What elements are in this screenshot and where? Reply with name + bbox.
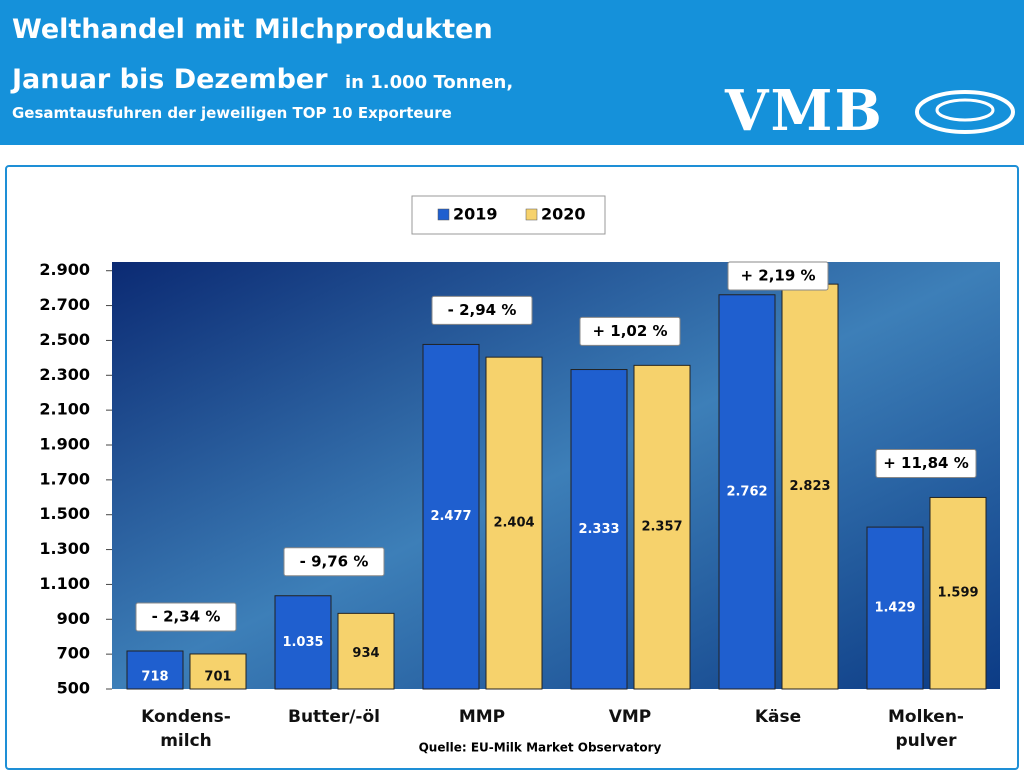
x-tick-label: MMP bbox=[458, 707, 506, 727]
y-tick-label: 900 bbox=[57, 609, 90, 628]
value-label: 1.035 bbox=[282, 635, 323, 650]
x-tick-label: Butter/-öl bbox=[288, 707, 380, 727]
change-box bbox=[875, 448, 977, 478]
chart-frame bbox=[5, 165, 1019, 770]
y-tick-label: 2.100 bbox=[39, 400, 90, 419]
y-tick-label: 1.700 bbox=[39, 469, 90, 488]
x-tick-label: VMP bbox=[608, 707, 652, 727]
bar bbox=[929, 496, 987, 690]
bar bbox=[781, 283, 839, 690]
subtitle: Januar bis Dezember bbox=[12, 64, 328, 95]
plot-area bbox=[112, 262, 1000, 689]
bar bbox=[274, 595, 332, 690]
y-tick-label: 1.500 bbox=[39, 504, 90, 523]
legend-label: 2020 bbox=[541, 205, 586, 224]
value-label: 2.477 bbox=[430, 509, 471, 524]
logo: VMB bbox=[725, 78, 884, 144]
y-tick-label: 2.700 bbox=[39, 295, 90, 314]
change-label: + 11,84 % bbox=[883, 454, 969, 472]
change-box bbox=[727, 261, 829, 291]
change-label: - 2,34 % bbox=[152, 608, 221, 626]
value-label: 718 bbox=[141, 670, 168, 685]
value-label: 1.429 bbox=[874, 601, 915, 616]
y-tick-label: 1.300 bbox=[39, 539, 90, 558]
bar bbox=[866, 526, 924, 690]
y-tick-label: 2.900 bbox=[39, 260, 90, 279]
header: Welthandel mit Milchprodukten Januar bis… bbox=[0, 0, 1024, 145]
y-tick-label: 700 bbox=[57, 644, 90, 663]
value-label: 1.599 bbox=[937, 586, 978, 601]
value-label: 2.823 bbox=[789, 479, 830, 494]
value-label: 2.404 bbox=[493, 516, 534, 531]
y-tick-label: 1.100 bbox=[39, 574, 90, 593]
note: Gesamtausfuhren der jeweiligen TOP 10 Ex… bbox=[12, 104, 452, 122]
legend-swatch bbox=[525, 208, 538, 221]
bar bbox=[633, 364, 691, 690]
bar bbox=[422, 343, 480, 690]
x-tick-label: Käse bbox=[754, 707, 802, 727]
y-tick-label: 1.900 bbox=[39, 435, 90, 454]
y-tick-label: 2.300 bbox=[39, 365, 90, 384]
value-label: 701 bbox=[204, 670, 231, 685]
value-label: 934 bbox=[352, 646, 379, 661]
x-tick-label: Kondens- milch bbox=[141, 707, 231, 751]
title: Welthandel mit Milchprodukten bbox=[12, 14, 493, 45]
bar bbox=[485, 356, 543, 690]
legend-swatch bbox=[437, 208, 450, 221]
change-label: - 9,76 % bbox=[300, 552, 369, 570]
legend-label: 2019 bbox=[453, 205, 498, 224]
bar bbox=[718, 294, 776, 690]
unit: in 1.000 Tonnen, bbox=[345, 72, 514, 93]
change-label: - 2,94 % bbox=[448, 301, 517, 319]
bar bbox=[189, 653, 247, 690]
y-tick-label: 2.500 bbox=[39, 330, 90, 349]
change-box bbox=[283, 547, 385, 577]
x-tick-label: Molken- pulver bbox=[888, 707, 964, 751]
value-label: 2.333 bbox=[578, 522, 619, 537]
value-label: 2.762 bbox=[726, 484, 767, 499]
bar bbox=[126, 650, 184, 690]
bar bbox=[570, 369, 628, 690]
value-label: 2.357 bbox=[641, 520, 682, 535]
change-label: + 1,02 % bbox=[592, 322, 667, 340]
change-box bbox=[431, 295, 533, 325]
legend-box bbox=[411, 195, 606, 235]
change-box bbox=[135, 602, 237, 632]
change-box bbox=[579, 316, 681, 346]
source: Quelle: EU-Milk Market Observatory bbox=[419, 741, 662, 755]
change-label: + 2,19 % bbox=[740, 267, 815, 285]
y-tick-label: 500 bbox=[57, 679, 90, 698]
bar bbox=[337, 612, 395, 690]
